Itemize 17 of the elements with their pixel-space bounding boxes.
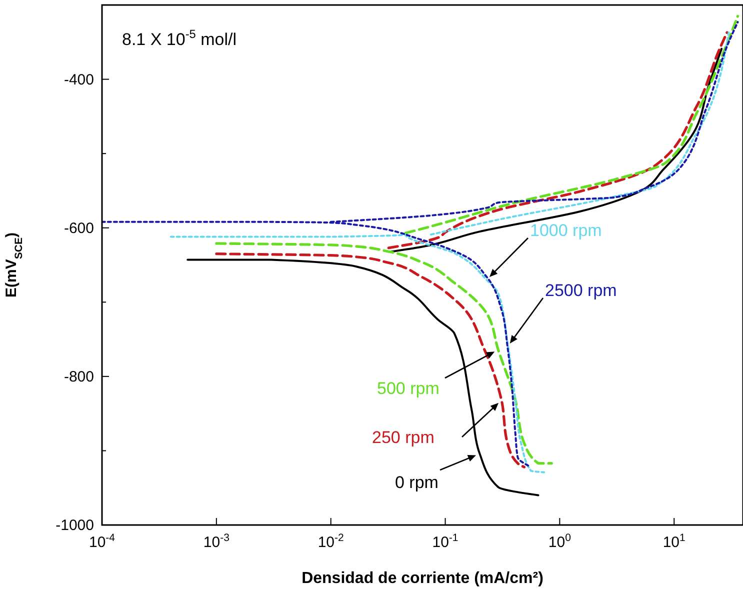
x-tick-label: 10$^{1}$: [662, 532, 686, 551]
text: 2500 rpm: [545, 281, 617, 300]
x-tick-label: 10$^{0}$: [548, 532, 572, 551]
y-tick-label: -1000: [56, 517, 94, 534]
y-tick-label: -400: [64, 71, 94, 88]
text: 250 rpm: [372, 428, 434, 447]
annotation: 8.1 X 10$^{-5}$ mol/l: [122, 27, 237, 49]
x-tick-label: 10$^{-1}$: [432, 532, 458, 551]
x-tick-label: 10$^{-2}$: [318, 532, 344, 551]
y-tick-label: -800: [64, 368, 94, 386]
x-tick-label: 10$^{-4}$: [88, 532, 116, 551]
x-axis-title: Densidad de corriente (mA/cm²): [302, 570, 544, 587]
x-tick-label: 10$^{-3}$: [203, 532, 230, 551]
text: 0 rpm: [395, 473, 438, 492]
series-label: 1000 rpm: [530, 221, 602, 240]
text: 500 rpm: [377, 379, 440, 398]
y-tick-label: -600: [64, 220, 94, 237]
